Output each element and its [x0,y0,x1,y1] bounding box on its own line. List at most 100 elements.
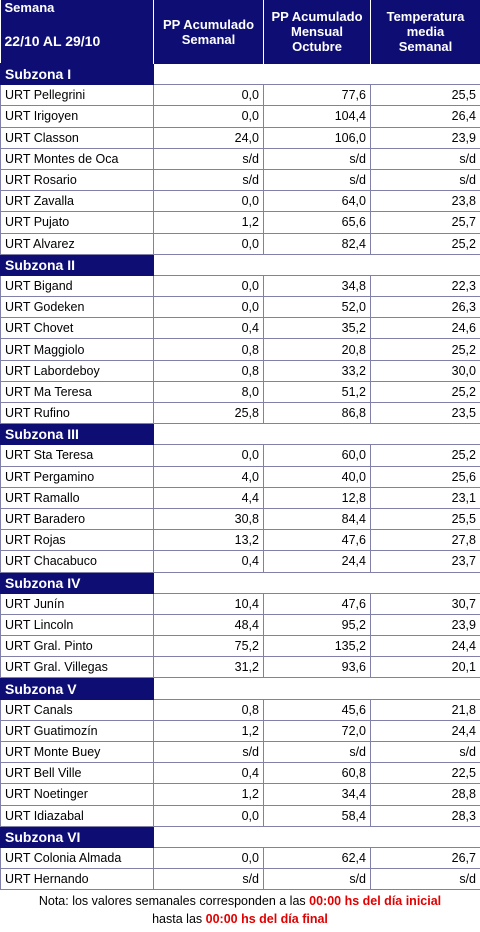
subzone-row: Subzona I [0,62,480,86]
data-row: URT Montes de Oca s/d s/d s/d [0,147,480,170]
value-cell: 0,8 [153,359,264,382]
value-cell: 34,8 [263,274,371,298]
value-cell: 84,4 [263,507,371,531]
value-cell: 25,5 [370,507,480,531]
station-name: URT Bell Ville [0,762,154,785]
data-row: URT Sta Teresa 0,0 60,0 25,2 [0,444,480,467]
subzone-row: Subzona II [0,253,480,276]
note: Nota: los valores semanales corresponden… [0,890,480,932]
station-name: URT Sta Teresa [0,444,154,467]
value-cell: 0,0 [153,105,264,128]
blank-cell [153,63,480,86]
station-name: URT Chacabuco [0,550,154,573]
value-cell: 4,0 [153,465,264,488]
value-cell: 0,0 [153,274,264,298]
subzone-row: Subzona III [0,423,480,446]
data-row: URT Pergamino 4,0 40,0 25,6 [0,465,480,488]
value-cell: 0,8 [153,698,264,721]
note-highlight: 00:00 hs del día final [205,912,328,926]
data-row: URT Gral. Villegas 31,2 93,6 20,1 [0,656,480,679]
value-cell: 0,4 [153,317,264,340]
value-cell: 13,2 [153,529,264,552]
value-cell: 28,3 [370,804,480,827]
value-cell: 1,2 [153,719,264,743]
station-name: URT Baradero [0,507,154,531]
value-cell: 93,6 [263,656,371,679]
subzone-row: Subzona VI [0,825,480,848]
value-cell: 22,5 [370,762,480,785]
blank-cell [153,254,480,276]
column-header-line: Semanal [181,31,236,47]
value-cell: 0,0 [153,846,264,870]
station-name: URT Guatimozín [0,719,154,743]
value-cell: 25,2 [370,338,480,361]
station-name: URT Irigoyen [0,105,154,128]
data-row: URT Monte Buey s/d s/d s/d [0,740,480,764]
subzone-name: Subzona VI [0,825,154,848]
data-row: URT Chacabuco 0,4 24,4 23,7 [0,550,480,573]
value-cell: 30,8 [153,507,264,531]
data-row: URT Baradero 30,8 84,4 25,5 [0,507,480,531]
value-cell: s/d [153,740,264,764]
station-name: URT Hernando [0,868,154,891]
value-cell: 26,3 [370,296,480,319]
header-row: Semana 22/10 AL 29/10 PP Acumulado Semana… [0,0,480,64]
station-name: URT Maggiolo [0,338,154,361]
station-name: URT Idiazabal [0,804,154,827]
subzone-name: Subzona II [0,253,154,276]
value-cell: 35,2 [263,317,371,340]
data-row: URT Alvarez 0,0 82,4 25,2 [0,232,480,255]
column-header-line: Octubre [292,39,342,55]
data-row: URT Gral. Pinto 75,2 135,2 24,4 [0,635,480,658]
station-name: URT Ma Teresa [0,380,154,404]
value-cell: 47,6 [263,529,371,552]
value-cell: 51,2 [263,380,371,404]
value-cell: 22,3 [370,274,480,298]
value-cell: 0,0 [153,190,264,213]
value-cell: s/d [263,168,371,192]
value-cell: 77,6 [263,84,371,107]
data-row: URT Godeken 0,0 52,0 26,3 [0,296,480,319]
station-name: URT Classon [0,126,154,149]
value-cell: 0,0 [153,84,264,107]
week-range: 22/10 AL 29/10 [4,33,101,49]
value-cell: s/d [263,740,371,764]
value-cell: 25,2 [370,232,480,255]
value-cell: 21,8 [370,698,480,721]
value-cell: s/d [153,168,264,192]
station-name: URT Bigand [0,274,154,298]
station-name: URT Canals [0,698,154,721]
value-cell: s/d [153,868,264,891]
station-name: URT Chovet [0,317,154,340]
value-cell: 0,0 [153,296,264,319]
value-cell: 8,0 [153,380,264,404]
station-name: URT Colonia Almada [0,846,154,870]
value-cell: 86,8 [263,401,371,425]
value-cell: 62,4 [263,846,371,870]
value-cell: 0,0 [153,804,264,827]
column-header-line: PP Acumulado [271,9,363,25]
column-header-line: media [406,24,445,40]
station-name: URT Montes de Oca [0,147,154,170]
value-cell: 24,4 [263,550,371,573]
data-row: URT Rojas 13,2 47,6 27,8 [0,529,480,552]
value-cell: 28,8 [370,783,480,806]
value-cell: s/d [153,147,264,170]
week-cell: Semana 22/10 AL 29/10 [0,0,154,64]
data-row: URT Chovet 0,4 35,2 24,6 [0,317,480,340]
station-name: URT Pergamino [0,465,154,488]
value-cell: 34,4 [263,783,371,806]
data-row: URT Ma Teresa 8,0 51,2 25,2 [0,380,480,404]
value-cell: 20,1 [370,656,480,679]
value-cell: 25,5 [370,84,480,107]
station-name: URT Rojas [0,529,154,552]
station-name: URT Rosario [0,168,154,192]
value-cell: 1,2 [153,783,264,806]
data-row: URT Labordeboy 0,8 33,2 30,0 [0,359,480,382]
station-name: URT Gral. Villegas [0,656,154,679]
value-cell: 24,4 [370,635,480,658]
value-cell: 25,7 [370,211,480,234]
value-cell: 26,7 [370,846,480,870]
value-cell: 104,4 [263,105,371,128]
